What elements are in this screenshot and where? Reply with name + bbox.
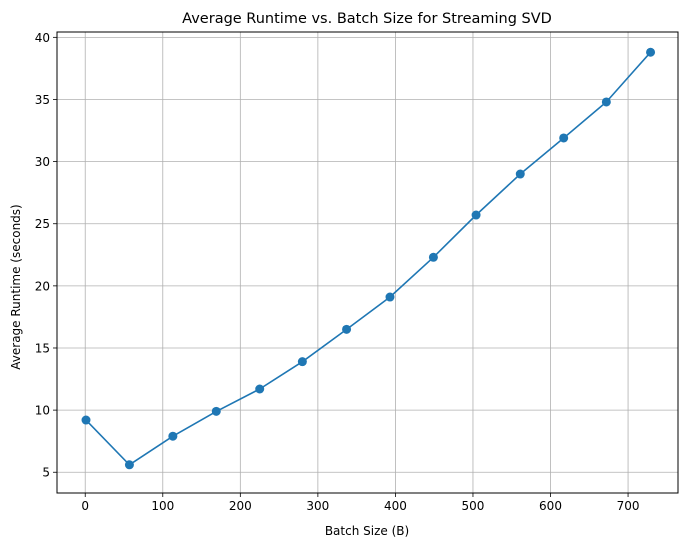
x-tick-label: 0 [81,499,89,513]
x-axis-label: Batch Size (B) [325,524,409,538]
y-tick-label: 35 [35,93,50,107]
y-axis-label: Average Runtime (seconds) [9,204,23,369]
y-tick-label: 10 [35,404,50,418]
x-tick-label: 300 [306,499,329,513]
y-tick-label: 30 [35,155,50,169]
data-point [559,133,569,143]
data-point [255,384,265,394]
data-point [124,460,134,470]
data-point [471,210,481,220]
x-tick-label: 100 [151,499,174,513]
data-point [168,431,178,441]
x-tick-label: 200 [229,499,252,513]
chart-title: Average Runtime vs. Batch Size for Strea… [182,11,552,27]
grid [57,32,678,493]
x-tick-label: 400 [384,499,407,513]
data-point [81,415,91,425]
data-point [297,357,307,367]
x-tick-label: 700 [617,499,640,513]
data-point [646,47,656,57]
series-line [85,51,652,466]
data-point [342,324,352,334]
data-point [211,406,221,416]
y-tick-label: 40 [35,31,50,45]
x-tick-label: 500 [462,499,485,513]
data-point [428,252,438,262]
data-point [601,97,611,107]
y-tick-label: 20 [35,279,50,293]
x-tick-label: 600 [539,499,562,513]
plot-frame [56,31,679,494]
data-point [515,169,525,179]
y-tick-label: 5 [42,466,50,480]
data-point [385,292,395,302]
y-tick-label: 25 [35,217,50,231]
series-layer [81,47,656,470]
y-tick-label: 15 [35,341,50,355]
ticks: 0 100 200 300 400 500 600 700 5 10 15 20 25 30 35 40 [35,31,640,513]
